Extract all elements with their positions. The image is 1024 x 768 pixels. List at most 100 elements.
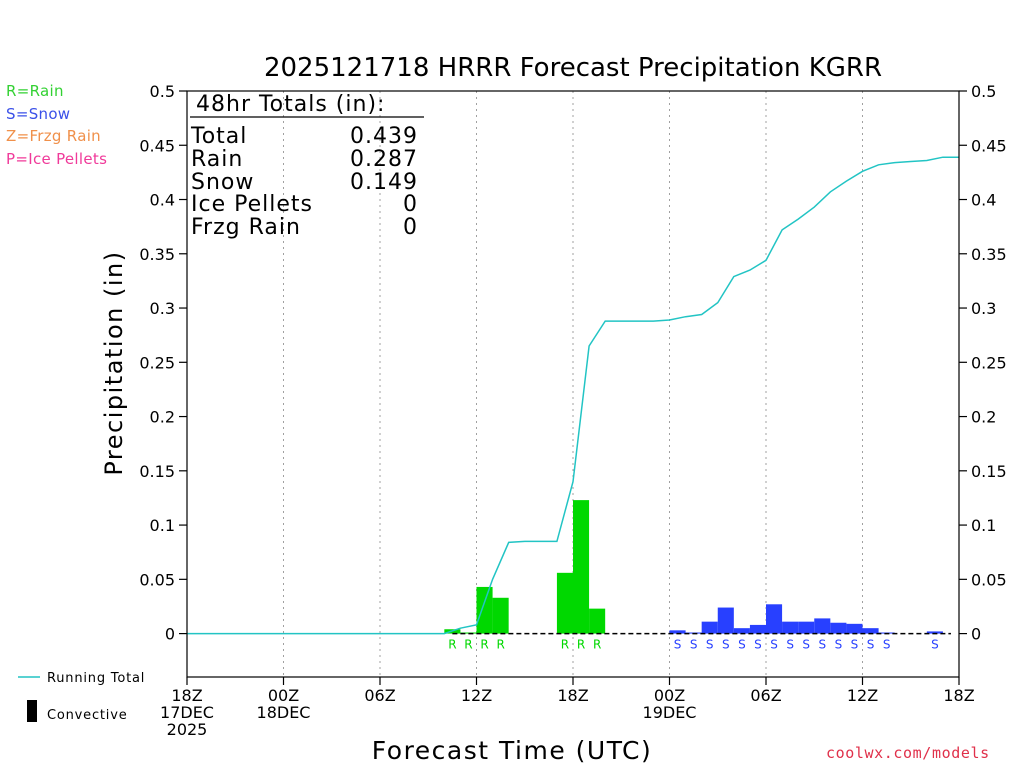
precip-type-letter-7: S	[674, 638, 682, 652]
precip-type-letter-13: S	[770, 638, 778, 652]
x-tick-label-0-0: 18Z	[171, 686, 202, 705]
precip-bar-12	[749, 624, 766, 634]
precip-bar-3	[492, 597, 509, 634]
grid-lines	[283, 91, 863, 677]
precip-type-letter-6: R	[593, 638, 601, 652]
precip-type-letter-5: R	[577, 638, 585, 652]
precip-type-letter-4: R	[561, 638, 569, 652]
totals-value-rain: 0.287	[350, 147, 418, 172]
totals-label-ice-pellets: Ice Pellets	[191, 192, 313, 217]
precip-type-letter-0: R	[448, 638, 456, 652]
y-tick-label-right-10: 0.5	[971, 82, 996, 101]
precip-type-letter-16: S	[818, 638, 826, 652]
precip-type-letter-1: R	[464, 638, 472, 652]
totals-value-snow: 0.149	[350, 170, 418, 195]
precip-bar-13	[766, 604, 783, 634]
precip-bar-2	[476, 586, 493, 634]
convective-legend-label: Convective	[47, 708, 128, 723]
precip-type-letter-15: S	[802, 638, 810, 652]
x-tick-label-0-1: 17DEC	[160, 703, 214, 722]
y-tick-label-right-9: 0.45	[971, 136, 1007, 155]
y-tick-label-left-5: 0.25	[139, 353, 175, 372]
y-tick-label-left-7: 0.35	[139, 245, 175, 264]
precip-type-letter-12: S	[754, 638, 762, 652]
y-tick-label-left-9: 0.45	[139, 136, 175, 155]
y-tick-label-right-8: 0.4	[971, 191, 996, 210]
legend-ice-pellets: P=Ice Pellets	[6, 149, 108, 168]
precip-bar-16	[814, 618, 831, 634]
totals-label-frzg-rain: Frzg Rain	[191, 215, 301, 240]
totals-header: 48hr Totals (in):	[196, 92, 385, 117]
precip-type-letter-19: S	[867, 638, 875, 652]
precip-type-legend: R=Rain S=Snow Z=Frzg Rain P=Ice Pellets	[6, 80, 107, 170]
y-tick-label-right-6: 0.3	[971, 299, 996, 318]
totals-label-snow: Snow	[191, 170, 254, 195]
precip-bar-14	[782, 621, 799, 634]
precip-type-letter-3: R	[496, 638, 504, 652]
precip-bar-18	[846, 623, 863, 634]
y-tick-label-right-4: 0.2	[971, 408, 996, 427]
precip-type-letter-17: S	[835, 638, 843, 652]
y-axis-ticks: 0 00.05 0.050.1 0.10.15 0.150.2 0.20.25 0.250.…	[139, 82, 1006, 644]
x-tick-label-6-0: 06Z	[750, 686, 781, 705]
totals-label-rain: Rain	[191, 147, 243, 172]
precip-type-letter-14: S	[786, 638, 794, 652]
y-tick-label-left-1: 0.05	[139, 570, 175, 589]
totals-value-ice-pellets: 0	[403, 192, 418, 217]
precip-bar-9	[701, 621, 718, 634]
y-tick-label-right-2: 0.1	[971, 516, 996, 535]
y-tick-label-left-4: 0.2	[150, 408, 175, 427]
precip-type-letter-8: S	[690, 638, 698, 652]
y-tick-label-right-1: 0.05	[971, 570, 1007, 589]
precip-bar-17	[830, 622, 847, 634]
y-tick-label-left-2: 0.1	[150, 516, 175, 535]
x-tick-label-1-1: 18DEC	[257, 703, 311, 722]
chart-title: 2025121718 HRRR Forecast Precipitation K…	[264, 53, 882, 83]
x-tick-label-3-0: 12Z	[461, 686, 492, 705]
y-tick-label-left-6: 0.3	[150, 299, 175, 318]
precip-bar-11	[733, 628, 750, 634]
totals-value-frzg-rain: 0	[403, 215, 418, 240]
y-tick-label-right-5: 0.25	[971, 353, 1007, 372]
precip-type-letter-20: S	[883, 638, 891, 652]
precip-bar-6	[589, 608, 606, 634]
y-tick-label-left-8: 0.4	[150, 191, 175, 210]
x-tick-label-7-0: 12Z	[847, 686, 878, 705]
x-tick-label-0-2: 2025	[167, 720, 208, 739]
totals-box: 48hr Totals (in): Total 0.439 Rain 0.287…	[190, 92, 424, 240]
precip-bar-10	[717, 607, 734, 634]
y-tick-label-right-7: 0.35	[971, 245, 1007, 264]
precip-type-letter-2: R	[480, 638, 488, 652]
y-tick-label-right-3: 0.15	[971, 462, 1007, 481]
x-axis-label: Forecast Time (UTC)	[372, 736, 652, 765]
x-tick-label-5-1: 19DEC	[643, 703, 697, 722]
totals-label-total: Total	[190, 124, 247, 149]
precip-bar-5	[573, 500, 590, 634]
credit-text: coolwx.com/models	[826, 744, 990, 762]
legend-frzg-rain: Z=Frzg Rain	[6, 127, 101, 145]
x-tick-label-8-0: 18Z	[943, 686, 974, 705]
precip-bar-15	[798, 621, 815, 634]
precip-type-letter-9: S	[706, 638, 714, 652]
precip-type-letter-18: S	[851, 638, 859, 652]
precip-type-letter-10: S	[722, 638, 730, 652]
precip-bar-4	[556, 572, 573, 634]
precip-type-letter-11: S	[738, 638, 746, 652]
y-tick-label-left-0: 0	[165, 625, 175, 644]
x-tick-label-2-0: 06Z	[364, 686, 395, 705]
x-tick-label-4-0: 18Z	[557, 686, 588, 705]
legend-rain: R=Rain	[6, 82, 64, 100]
totals-value-total: 0.439	[350, 124, 418, 149]
running-total-legend-label: Running Total	[47, 671, 145, 686]
y-tick-label-left-3: 0.15	[139, 462, 175, 481]
precip-type-letter-21: S	[931, 638, 939, 652]
y-axis-label: Precipitation (in)	[100, 250, 128, 475]
precip-bar-19	[862, 628, 879, 634]
precip-bars	[444, 500, 943, 634]
x-tick-label-5-0: 00Z	[654, 686, 685, 705]
precip-bar-21	[926, 631, 943, 634]
legend-snow: S=Snow	[6, 104, 71, 123]
